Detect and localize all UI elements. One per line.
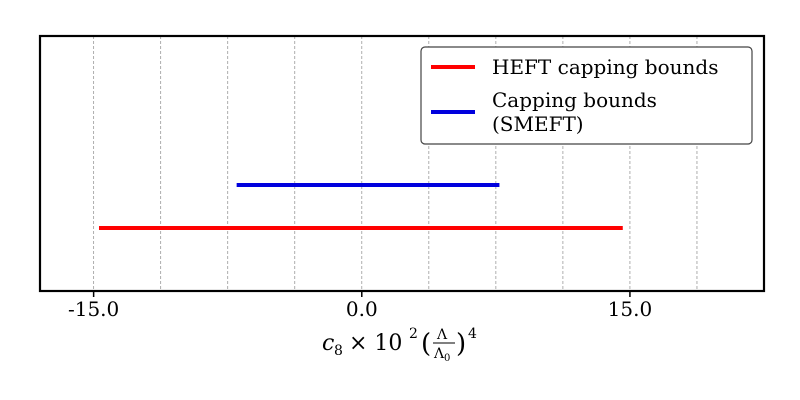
xlabel-frac-den-sub: 0 <box>444 353 450 364</box>
x-axis-label: c 8 × 10 2 ( Λ Λ 0 ) 4 <box>322 326 477 364</box>
xlabel-paren-open: ( <box>421 329 431 359</box>
xlabel-subscript: 8 <box>334 343 343 359</box>
xlabel-frac-den: Λ <box>433 346 445 362</box>
x-tick-label: -15.0 <box>68 297 119 321</box>
xlabel-base: c <box>322 331 334 356</box>
xlabel-outer-exponent: 4 <box>468 326 477 342</box>
x-tick-label: 0.0 <box>346 297 378 321</box>
legend-box <box>420 46 753 145</box>
x-ticks: -15.0 0.0 15.0 <box>68 291 652 321</box>
legend-label-smeft-line1: Capping bounds <box>492 88 657 112</box>
x-tick-label: 15.0 <box>608 297 653 321</box>
legend-label-smeft-line2: (SMEFT) <box>492 112 584 136</box>
xlabel-paren-close: ) <box>456 329 466 359</box>
xlabel-times: × 10 <box>349 331 402 356</box>
plot-frame <box>38 34 766 293</box>
xlabel-exponent: 2 <box>409 326 418 342</box>
legend-label-heft: HEFT capping bounds <box>492 55 718 79</box>
interval-bars <box>98 183 623 230</box>
xlabel-frac-num: Λ <box>436 327 448 343</box>
legend: HEFT capping bounds Capping bounds (SMEF… <box>420 46 753 145</box>
